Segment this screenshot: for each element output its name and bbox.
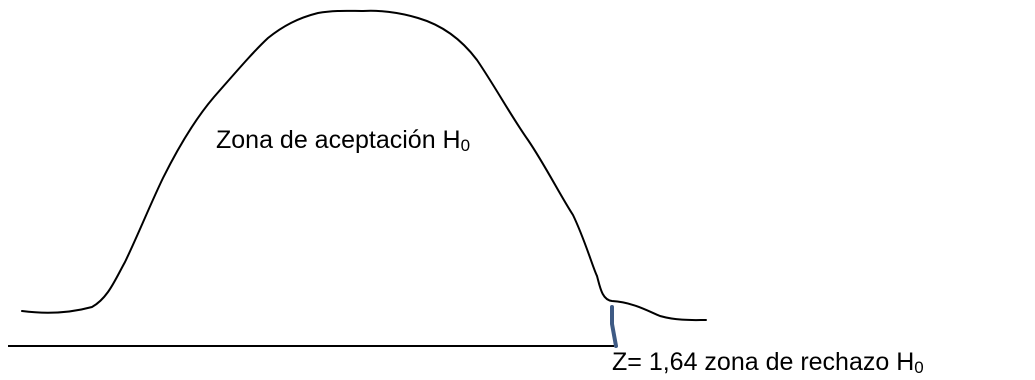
acceptance-zone-text: Zona de aceptación H xyxy=(216,126,461,154)
distribution-curve xyxy=(21,9,707,322)
acceptance-zone-subscript: 0 xyxy=(460,136,471,155)
rejection-zone-subscript: 0 xyxy=(914,358,924,377)
rejection-zone-text: Z= 1,64 zona de rechazo H xyxy=(612,348,915,376)
rejection-zone-label: Z= 1,64 zona de rechazo H0 xyxy=(612,348,924,377)
acceptance-zone-label: Zona de aceptación H0 xyxy=(216,126,471,155)
critical-value-marker xyxy=(610,305,618,348)
